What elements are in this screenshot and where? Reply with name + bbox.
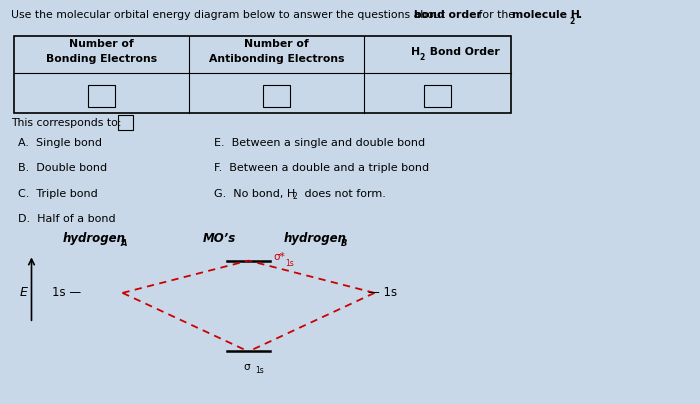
Bar: [263, 85, 290, 107]
Text: A.  Single bond: A. Single bond: [18, 139, 102, 148]
Text: G.  No bond, H: G. No bond, H: [214, 189, 295, 198]
Text: 1s —: 1s —: [52, 286, 82, 299]
Text: H: H: [411, 47, 420, 57]
Text: molecule H: molecule H: [512, 10, 580, 20]
Text: 2: 2: [293, 192, 297, 201]
Text: bond order: bond order: [414, 10, 482, 20]
Text: σ*: σ*: [273, 252, 285, 262]
Text: 1s: 1s: [256, 366, 265, 375]
Text: E: E: [19, 286, 27, 299]
Text: hydrogen: hydrogen: [63, 232, 126, 245]
Text: F.  Between a double and a triple bond: F. Between a double and a triple bond: [214, 164, 428, 173]
Text: MO’s: MO’s: [203, 232, 237, 245]
Text: 2: 2: [419, 53, 424, 62]
Text: C.  Triple bond: C. Triple bond: [18, 189, 97, 198]
Bar: [118, 115, 133, 130]
Text: Number of: Number of: [69, 40, 134, 49]
Bar: [88, 85, 115, 107]
Text: Bond Order: Bond Order: [426, 47, 499, 57]
Text: B: B: [341, 239, 347, 248]
Text: A: A: [120, 239, 127, 248]
Text: .: .: [578, 10, 582, 20]
Text: σ: σ: [243, 362, 249, 372]
Bar: [424, 85, 451, 107]
Text: — 1s: — 1s: [368, 286, 397, 299]
Text: D.  Half of a bond: D. Half of a bond: [18, 214, 115, 223]
Text: E.  Between a single and double bond: E. Between a single and double bond: [214, 139, 425, 148]
Text: Bonding Electrons: Bonding Electrons: [46, 55, 157, 64]
Text: does not form.: does not form.: [301, 189, 386, 198]
Text: 1s: 1s: [285, 259, 294, 268]
Text: Use the molecular orbital energy diagram below to answer the questions about: Use the molecular orbital energy diagram…: [11, 10, 449, 20]
Text: for the: for the: [475, 10, 519, 20]
Text: Number of: Number of: [244, 40, 309, 49]
Text: Use the molecular orbital energy diagram below to answer the questions about: Use the molecular orbital energy diagram…: [11, 10, 449, 20]
Text: This corresponds to:: This corresponds to:: [11, 118, 122, 128]
Text: Antibonding Electrons: Antibonding Electrons: [209, 55, 344, 64]
Text: hydrogen: hydrogen: [284, 232, 346, 245]
Text: B.  Double bond: B. Double bond: [18, 164, 106, 173]
Text: 2: 2: [569, 17, 574, 25]
